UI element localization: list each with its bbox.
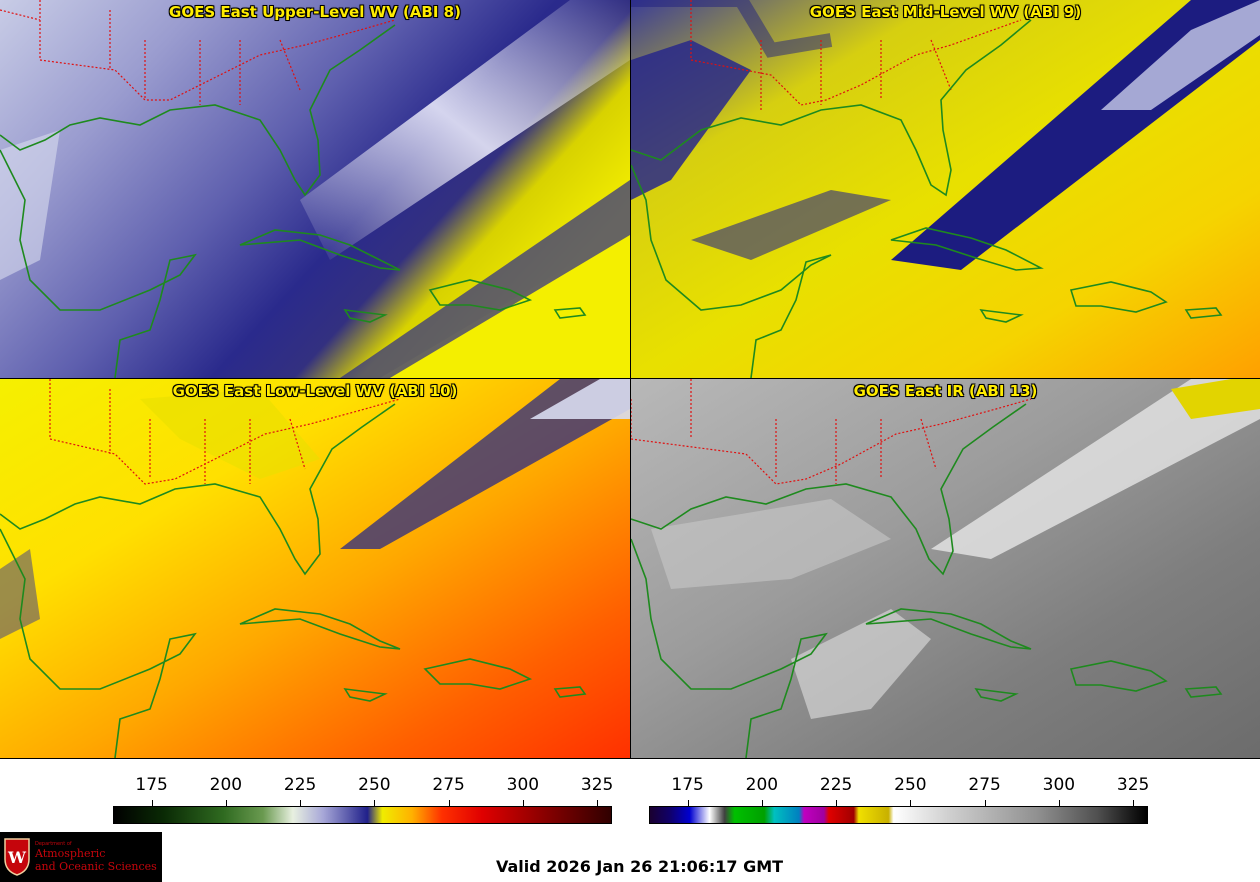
- logo-department: Department of: [35, 841, 72, 847]
- state-borders: [49, 379, 401, 485]
- ir-tick-mark-200: [761, 800, 763, 806]
- ir-tick-mark-225: [836, 800, 838, 806]
- panel-mid-level-wv: GOES East Mid-Level WV (ABI 9): [631, 0, 1260, 378]
- ir-tick-label-225: 225: [819, 775, 853, 795]
- bottom-border: [0, 758, 1260, 759]
- coastlines: [631, 19, 1032, 378]
- wv-tick-label-225: 225: [283, 775, 317, 795]
- aos-logo: W Department of Atmospheric and Oceanic …: [0, 832, 162, 882]
- state-borders: [690, 0, 1022, 110]
- vertical-divider: [630, 0, 631, 758]
- svg-text:W: W: [7, 848, 27, 867]
- ir-colorbar: 175 200 225 250 275 300 325: [649, 775, 1150, 827]
- state-borders: [631, 379, 1032, 485]
- ir-tick-label-175: 175: [671, 775, 704, 795]
- wv-tick-label-250: 250: [358, 775, 391, 795]
- wv-tick-mark-200: [225, 800, 227, 806]
- panel-title: GOES East Upper-Level WV (ABI 8): [169, 3, 461, 21]
- coastlines: [0, 403, 396, 758]
- ir-tick-label-325: 325: [1116, 775, 1150, 795]
- wv-tick-mark-300: [522, 800, 524, 806]
- ir-tick-label-250: 250: [894, 775, 927, 795]
- panel-title: GOES East IR (ABI 13): [853, 382, 1038, 400]
- wv-colorbar-gradient: [113, 806, 612, 824]
- uw-shield-icon: W: [4, 838, 30, 876]
- panel-ir: GOES East IR (ABI 13): [631, 379, 1260, 758]
- ir-tick-mark-275: [984, 800, 986, 806]
- ir-tick-mark-325: [1133, 800, 1135, 806]
- state-borders: [0, 0, 396, 105]
- panel-title: GOES East Mid-Level WV (ABI 9): [809, 3, 1082, 21]
- ir-tick-mark-175: [687, 800, 689, 806]
- ir-tick-label-200: 200: [745, 775, 779, 795]
- wv-tick-mark-275: [448, 800, 450, 806]
- wv-tick-mark-250: [374, 800, 376, 806]
- wv-tick-mark-225: [300, 800, 302, 806]
- wv-tick-label-300: 300: [506, 775, 540, 795]
- wv-tick-label-275: 275: [432, 775, 465, 795]
- wv-tick-label-200: 200: [209, 775, 243, 795]
- ir-tick-mark-250: [910, 800, 912, 806]
- ir-image: [631, 379, 1260, 758]
- coastlines: [0, 24, 396, 378]
- logo-line2: and Oceanic Sciences: [35, 860, 157, 873]
- panel-title: GOES East Low-Level WV (ABI 10): [172, 382, 458, 400]
- wv-tick-mark-175: [151, 800, 153, 806]
- logo-line1: Atmospheric: [35, 847, 106, 860]
- horizontal-divider: [0, 378, 1260, 379]
- wv-tick-mark-325: [597, 800, 599, 806]
- ir-tick-label-300: 300: [1042, 775, 1076, 795]
- ir-colorbar-gradient: [649, 806, 1148, 824]
- wv-tick-label-175: 175: [135, 775, 168, 795]
- panel-upper-level-wv: GOES East Upper-Level WV (ABI 8): [0, 0, 630, 378]
- valid-time: Valid 2026 Jan 26 21:06:17 GMT: [496, 857, 784, 876]
- mid-level-wv-image: [631, 0, 1260, 378]
- ir-tick-mark-300: [1058, 800, 1060, 806]
- coastlines: [631, 403, 1027, 758]
- low-level-wv-image: [0, 379, 630, 758]
- wv-colorbar: 175 200 225 250 275 300 325: [113, 775, 614, 827]
- ir-tick-label-275: 275: [968, 775, 1001, 795]
- panel-low-level-wv: GOES East Low-Level WV (ABI 10): [0, 379, 630, 758]
- wv-tick-label-325: 325: [580, 775, 614, 795]
- upper-level-wv-image: [0, 0, 630, 378]
